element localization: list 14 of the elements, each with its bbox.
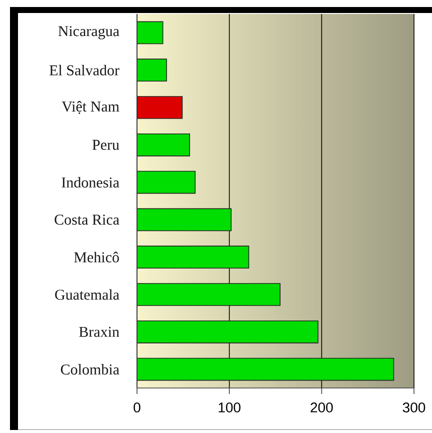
x-tick-label: 100 [218, 402, 240, 412]
x-tick-label: 300 [402, 402, 426, 412]
y-tick-label: Việt Nam [62, 101, 120, 114]
x-tick-label: 0 [134, 402, 140, 412]
y-tick-label: Indonesia [62, 177, 120, 188]
y-tick-label: Costa Rica [54, 214, 120, 225]
y-tick-label: Peru [92, 140, 120, 150]
y-tick-label: Braxin [79, 326, 120, 337]
y-tick-label: Nicaragua [58, 26, 120, 40]
y-tick-label: Mehicô [74, 252, 119, 262]
y-tick-label: Guatemala [55, 289, 120, 300]
y-tick-label: Colombia [60, 364, 120, 375]
y-tick-label: El Salvador [50, 64, 120, 76]
x-tick-label: 200 [310, 402, 333, 412]
